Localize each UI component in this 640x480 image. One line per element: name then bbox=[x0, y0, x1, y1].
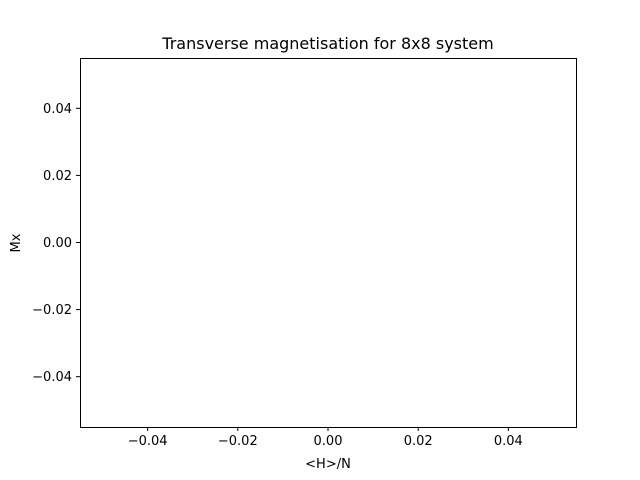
x-tick-label: 0.00 bbox=[314, 434, 343, 449]
x-axis: −0.04 −0.02 0.00 0.02 0.04 bbox=[128, 427, 523, 449]
y-tick-label: −0.02 bbox=[32, 303, 72, 318]
y-tick-label: 0.04 bbox=[43, 102, 72, 117]
y-axis: −0.04 −0.02 0.00 0.02 0.04 bbox=[32, 102, 81, 385]
x-tick-label: −0.02 bbox=[218, 434, 258, 449]
x-tick-label: 0.02 bbox=[404, 434, 433, 449]
x-tick-label: 0.04 bbox=[494, 434, 523, 449]
plot-area-frame bbox=[80, 58, 577, 428]
x-axis-label: <H>/N bbox=[305, 457, 351, 472]
y-tick-label: 0.00 bbox=[43, 236, 72, 251]
y-tick-label: 0.02 bbox=[43, 169, 72, 184]
y-tick-label: −0.04 bbox=[32, 370, 72, 385]
y-axis-label: Mx bbox=[9, 233, 24, 252]
chart-title: Transverse magnetisation for 8x8 system bbox=[161, 34, 493, 53]
x-tick-label: −0.04 bbox=[128, 434, 168, 449]
